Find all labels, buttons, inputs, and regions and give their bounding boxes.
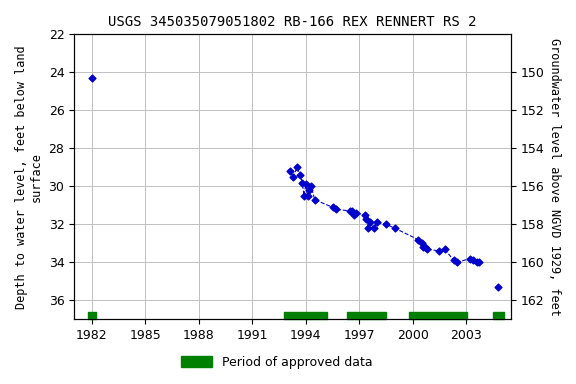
Point (440, 246, 449, 252)
Point (285, 168, 294, 174)
Point (88, 75, 97, 81)
Point (305, 187, 314, 193)
Legend: Period of approved data: Period of approved data (176, 351, 377, 374)
Point (362, 215, 371, 222)
Point (417, 240, 426, 247)
Point (310, 197, 319, 203)
Title: USGS 345035079051802 RB-166 REX RENNERT RS 2: USGS 345035079051802 RB-166 REX RENNERT … (108, 15, 477, 29)
Point (351, 210, 361, 216)
Point (332, 206, 341, 212)
Point (465, 255, 475, 262)
Point (422, 246, 431, 252)
Point (369, 225, 378, 231)
Point (381, 221, 391, 227)
Point (301, 181, 310, 187)
Point (292, 164, 301, 170)
Point (414, 237, 423, 243)
Point (453, 259, 462, 265)
Point (472, 259, 482, 265)
Point (391, 225, 400, 231)
Point (474, 259, 483, 265)
Point (347, 208, 357, 214)
Point (373, 219, 382, 225)
Point (494, 284, 503, 290)
Point (360, 212, 369, 218)
Point (349, 212, 358, 218)
Point (469, 257, 478, 263)
Point (346, 208, 355, 214)
Point (298, 179, 307, 185)
Point (296, 172, 305, 178)
Point (328, 204, 337, 210)
Point (365, 219, 374, 225)
Point (306, 183, 316, 189)
Point (303, 193, 312, 199)
Point (435, 248, 444, 254)
Point (363, 225, 373, 231)
Point (420, 244, 430, 250)
Y-axis label: Depth to water level, feet below land
surface: Depth to water level, feet below land su… (15, 45, 43, 309)
Y-axis label: Groundwater level above NGVD 1929, feet: Groundwater level above NGVD 1929, feet (548, 38, 561, 316)
Point (300, 193, 309, 199)
Point (419, 244, 428, 250)
Point (289, 174, 298, 180)
Point (449, 257, 458, 263)
